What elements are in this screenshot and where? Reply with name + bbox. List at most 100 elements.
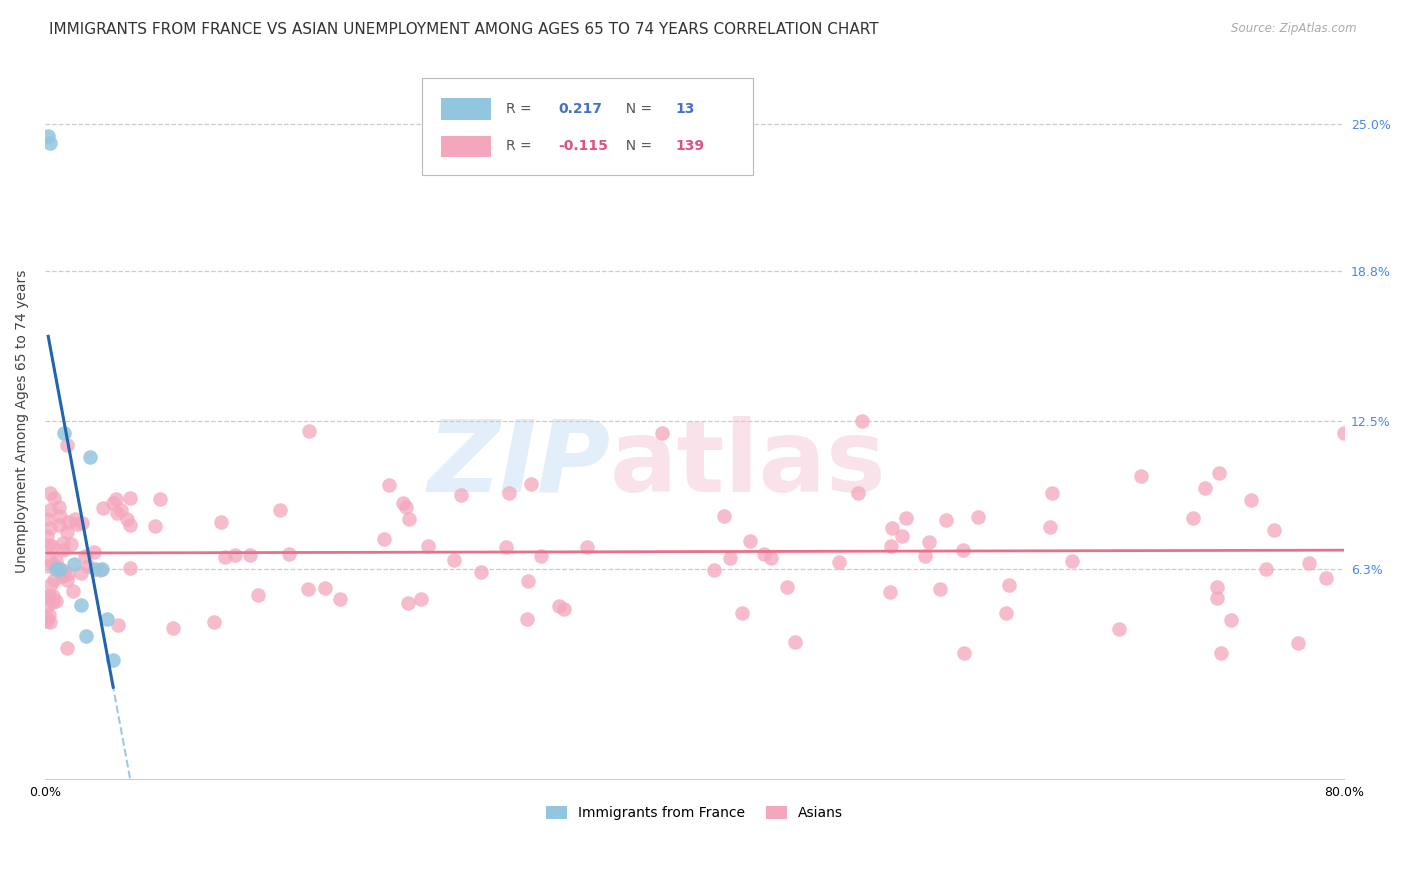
Text: N =: N = <box>617 139 657 153</box>
Point <box>392 496 415 510</box>
Point <box>42 595 65 609</box>
Point <box>63 512 86 526</box>
Text: ZIP: ZIP <box>427 416 610 513</box>
Point <box>35 599 58 613</box>
Point <box>60 537 83 551</box>
Point <box>52 542 75 557</box>
Point <box>277 547 299 561</box>
Point <box>935 513 957 527</box>
Point <box>56 515 79 529</box>
Point <box>1254 562 1277 576</box>
Text: 0.217: 0.217 <box>558 102 602 116</box>
Y-axis label: Unemployment Among Ages 65 to 74 years: Unemployment Among Ages 65 to 74 years <box>15 269 30 574</box>
Point <box>110 503 132 517</box>
Point <box>776 580 799 594</box>
Point <box>53 564 76 578</box>
Point <box>48 518 70 533</box>
Point <box>1298 557 1320 571</box>
Point <box>880 521 903 535</box>
Point <box>785 635 807 649</box>
Point <box>56 574 79 588</box>
Point <box>450 488 472 502</box>
Point <box>35 590 58 604</box>
Point <box>530 549 553 563</box>
Point <box>966 510 988 524</box>
Point <box>651 426 673 441</box>
Point <box>149 491 172 506</box>
Point <box>269 503 291 517</box>
Point <box>997 577 1019 591</box>
Point <box>1220 614 1243 628</box>
Point <box>418 539 440 553</box>
Point <box>1208 466 1230 480</box>
Text: R =: R = <box>506 139 536 153</box>
Point <box>498 486 520 500</box>
Point <box>115 511 138 525</box>
Point <box>398 512 420 526</box>
Point <box>56 438 79 452</box>
Point <box>35 512 58 526</box>
Point <box>51 536 73 550</box>
Legend: Immigrants from France, Asians: Immigrants from France, Asians <box>541 800 848 826</box>
Point <box>48 562 70 576</box>
Point <box>63 558 86 572</box>
Text: IMMIGRANTS FROM FRANCE VS ASIAN UNEMPLOYMENT AMONG AGES 65 TO 74 YEARS CORRELATI: IMMIGRANTS FROM FRANCE VS ASIAN UNEMPLOY… <box>49 22 879 37</box>
Point <box>1194 481 1216 495</box>
Point <box>209 515 232 529</box>
Point <box>103 496 125 510</box>
Point <box>516 612 538 626</box>
Point <box>547 599 569 613</box>
Point <box>38 608 60 623</box>
Point <box>120 517 142 532</box>
Point <box>914 549 936 564</box>
Point <box>45 593 67 607</box>
Point <box>553 601 575 615</box>
Point <box>75 629 97 643</box>
Point <box>443 553 465 567</box>
Point <box>1263 523 1285 537</box>
Point <box>107 506 129 520</box>
Point <box>52 568 75 582</box>
Point <box>49 508 72 523</box>
Point <box>89 563 111 577</box>
Point <box>1040 486 1063 500</box>
Point <box>120 561 142 575</box>
Point <box>1206 580 1229 594</box>
Point <box>90 562 112 576</box>
Point <box>42 589 65 603</box>
Point <box>202 615 225 629</box>
Point <box>918 535 941 549</box>
Point <box>891 529 914 543</box>
Point <box>48 500 70 514</box>
Point <box>828 554 851 568</box>
Point <box>51 568 73 582</box>
FancyBboxPatch shape <box>422 78 754 175</box>
Text: -0.115: -0.115 <box>558 139 607 153</box>
Point <box>703 563 725 577</box>
Point <box>1039 519 1062 533</box>
Point <box>1062 554 1084 568</box>
Text: atlas: atlas <box>610 416 887 513</box>
Point <box>740 533 762 548</box>
Point <box>53 426 76 441</box>
Point <box>39 577 62 591</box>
Point <box>928 582 950 597</box>
Point <box>314 582 336 596</box>
Text: 139: 139 <box>675 139 704 153</box>
Point <box>246 588 269 602</box>
Point <box>848 486 870 500</box>
Point <box>35 611 58 625</box>
Text: N =: N = <box>617 102 657 116</box>
FancyBboxPatch shape <box>441 98 491 120</box>
Point <box>520 477 543 491</box>
Point <box>77 559 100 574</box>
Point <box>101 653 124 667</box>
Point <box>329 592 352 607</box>
Point <box>517 574 540 589</box>
Point <box>145 519 167 533</box>
Text: 13: 13 <box>675 102 695 116</box>
Point <box>1181 510 1204 524</box>
Point <box>75 549 97 564</box>
Point <box>79 450 101 465</box>
Text: R =: R = <box>506 102 536 116</box>
